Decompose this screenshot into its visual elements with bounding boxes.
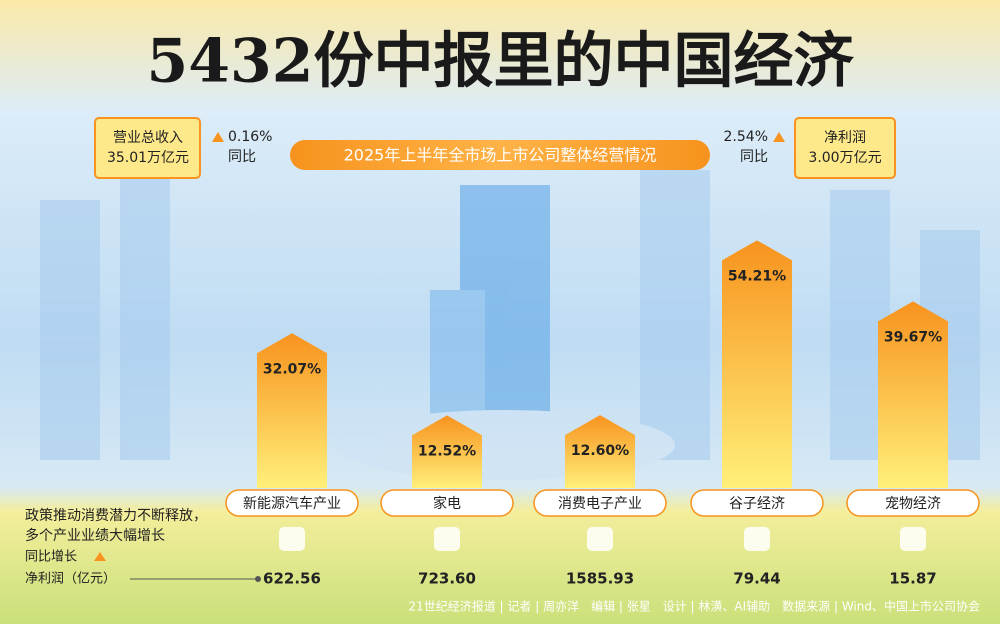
note-line: 多个产业业绩大幅增长 bbox=[25, 527, 165, 544]
bar bbox=[412, 415, 482, 488]
subtitle: 2025年上半年全市场上市公司整体经营情况 bbox=[344, 146, 657, 165]
summary-box bbox=[94, 117, 201, 179]
category-pill bbox=[846, 489, 980, 517]
up-icon bbox=[773, 132, 785, 142]
city-decoration bbox=[40, 170, 980, 480]
category-icon bbox=[279, 527, 305, 551]
bar bbox=[257, 333, 327, 488]
bar bbox=[878, 301, 948, 488]
category-label: 消费电子产业 bbox=[558, 496, 642, 512]
summary-value: 3.00万亿元 bbox=[808, 150, 881, 166]
summary-change-label: 同比 bbox=[228, 149, 256, 165]
note-line: 政策推动消费潜力不断释放， bbox=[25, 507, 207, 524]
category-icon bbox=[744, 527, 770, 551]
net-profit-value: 15.87 bbox=[889, 570, 936, 588]
bar bbox=[722, 240, 792, 488]
value-label: 32.07% bbox=[263, 361, 321, 377]
summary-change-label: 同比 bbox=[740, 149, 768, 165]
value-label: 54.21% bbox=[728, 268, 786, 284]
up-icon bbox=[212, 132, 224, 142]
summary-value: 35.01万亿元 bbox=[107, 150, 189, 166]
category-label: 家电 bbox=[433, 495, 461, 512]
credits: 21世纪经济报道 | 记者 | 周亦洋 编辑 | 张星 设计 | 林潢、AI辅助… bbox=[408, 599, 980, 614]
value-label: 12.60% bbox=[571, 443, 629, 459]
category-icon bbox=[587, 527, 613, 551]
category-pill bbox=[225, 489, 359, 517]
summary-label: 净利润 bbox=[824, 130, 866, 146]
net-profit-value: 622.56 bbox=[263, 570, 321, 588]
title: 5432份中报里的中国经济 bbox=[147, 27, 855, 97]
category-pill bbox=[533, 489, 667, 517]
category-pill bbox=[690, 489, 824, 517]
net-profit-value: 1585.93 bbox=[566, 570, 634, 588]
value-label: 12.52% bbox=[418, 443, 476, 459]
summary-box bbox=[794, 117, 896, 179]
category-pill bbox=[380, 489, 514, 517]
category-icon bbox=[434, 527, 460, 551]
category-label: 新能源汽车产业 bbox=[243, 495, 341, 512]
summary-change: 0.16% bbox=[228, 129, 272, 145]
category-icon bbox=[900, 527, 926, 551]
summary-label: 营业总收入 bbox=[113, 130, 183, 146]
category-label: 谷子经济 bbox=[729, 496, 785, 512]
net-profit-label: 净利润（亿元） bbox=[25, 572, 116, 587]
subtitle-pill bbox=[290, 140, 710, 170]
summary-change: 2.54% bbox=[724, 129, 768, 145]
leader-dot bbox=[255, 576, 261, 582]
net-profit-value: 723.60 bbox=[418, 570, 476, 588]
value-label: 39.67% bbox=[884, 329, 942, 345]
bar bbox=[565, 415, 635, 488]
growth-legend: 同比增长 bbox=[25, 550, 77, 565]
net-profit-value: 79.44 bbox=[733, 570, 780, 588]
legend-icon bbox=[94, 552, 106, 561]
category-label: 宠物经济 bbox=[885, 496, 941, 512]
